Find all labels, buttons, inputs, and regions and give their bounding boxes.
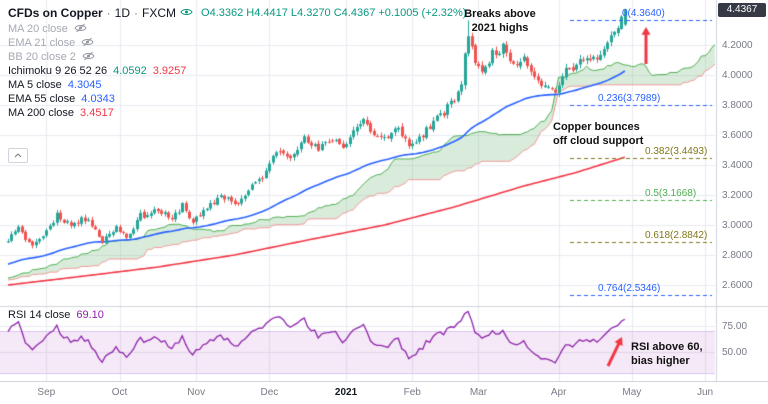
annotation-line: bias higher xyxy=(631,355,690,367)
eye-off-icon[interactable] xyxy=(74,23,87,36)
indicator-label: EMA 55 close xyxy=(8,93,76,105)
interval-label: 1D xyxy=(114,6,131,20)
indicator-legend-row[interactable]: MA 20 close xyxy=(8,22,466,36)
price-tick-label: 2.8000 xyxy=(722,250,753,261)
price-tick-label: 2.6000 xyxy=(722,280,753,291)
fib-level-label[interactable]: 0.382(3.4493) xyxy=(645,145,708,157)
indicator-label: EMA 21 close xyxy=(8,37,76,49)
indicator-value: 4.0592 xyxy=(113,65,147,77)
time-tick-label: Feb xyxy=(403,387,421,398)
separator: · xyxy=(134,6,139,20)
price-tick-label: 3.6000 xyxy=(722,130,753,141)
price-tick-label: 3.8000 xyxy=(722,100,753,111)
indicator-label: BB 20 close 2 xyxy=(8,51,76,63)
time-tick-label: Sep xyxy=(37,387,56,398)
separator: · xyxy=(106,6,111,20)
indicator-legend-row[interactable]: EMA 21 close xyxy=(8,36,466,50)
annotation-line: 2021 highs xyxy=(471,22,529,34)
time-tick-label: Dec xyxy=(260,387,279,398)
annotation-line: off cloud support xyxy=(553,135,644,147)
cloud-support-note[interactable]: Copper bounces off cloud support xyxy=(553,120,663,148)
indicator-label: Ichimoku 9 26 52 26 xyxy=(8,65,108,77)
time-tick-label: Apr xyxy=(550,387,567,398)
fib-level-label[interactable]: 0(4.3640) xyxy=(622,8,665,20)
rsi-note[interactable]: RSI above 60, bias higher xyxy=(631,340,721,368)
eye-off-icon[interactable] xyxy=(82,51,95,64)
indicator-value: 4.0343 xyxy=(81,93,115,105)
main-legend: CFDs on Copper · 1D · FXCM O4.3362 H4.44… xyxy=(8,4,466,120)
last-price-label: 4.4367 xyxy=(718,2,766,17)
price-tick-label: 4.0000 xyxy=(722,70,753,81)
time-tick-label: Mar xyxy=(469,387,488,398)
time-axis[interactable]: Sep Oct Nov Dec 2021 Feb Mar Apr May Jun xyxy=(0,381,768,404)
fib-level-label[interactable]: 0.764(2.5346) xyxy=(598,282,661,294)
breaks-above-note[interactable]: Breaks above 2021 highs xyxy=(452,7,548,35)
price-tick-label: 4.2000 xyxy=(722,40,753,51)
rsi-tick-label: 50.00 xyxy=(722,347,748,358)
price-tick-label: 3.2000 xyxy=(722,190,753,201)
fib-level-label[interactable]: 0.236(3.7989) xyxy=(598,93,661,105)
time-tick-label: 2021 xyxy=(334,387,358,398)
indicator-legend-row[interactable]: BB 20 close 2 xyxy=(8,50,466,64)
symbol-title: CFDs on Copper xyxy=(8,6,103,20)
time-tick-label: Jun xyxy=(696,387,714,398)
rsi-legend-row[interactable]: RSI 14 close 69.10 xyxy=(8,309,104,321)
indicator-value: 3.4517 xyxy=(80,107,114,119)
price-tick-label: 3.4000 xyxy=(722,160,753,171)
indicator-label: MA 200 close xyxy=(8,107,75,119)
exchange-label: FXCM xyxy=(142,6,177,20)
eye-off-icon[interactable] xyxy=(81,37,94,50)
indicator-legend-row[interactable]: Ichimoku 9 26 52 26 4.0592 3.9257 xyxy=(8,64,466,78)
ohlc-values: O4.3362 H4.4417 L4.3270 C4.4367 +0.1005 … xyxy=(201,7,467,19)
indicator-value: 3.9257 xyxy=(152,65,187,77)
fib-level-label[interactable]: 0.5(3.1668) xyxy=(645,187,697,199)
annotation-line: Copper bounces xyxy=(553,121,640,133)
indicator-legend: MA 20 close EMA 21 close BB 20 close 2 Ichi… xyxy=(8,22,466,120)
price-axis[interactable]: 4.4367 4.2000 4.0000 3.8000 3.6000 3.4000 3.2… xyxy=(716,0,768,381)
indicator-value: 4.3045 xyxy=(67,79,102,91)
time-tick-label: Oct xyxy=(111,387,128,398)
annotation-line: Breaks above xyxy=(464,8,536,20)
fib-level-label[interactable]: 0.618(2.8842) xyxy=(645,230,708,242)
time-tick-label: Nov xyxy=(187,387,206,398)
legend-collapse-button[interactable] xyxy=(8,148,28,163)
indicator-legend-row[interactable]: EMA 55 close 4.0343 xyxy=(8,92,466,106)
rsi-label: RSI 14 close xyxy=(8,309,71,321)
indicator-legend-row[interactable]: MA 5 close 4.3045 xyxy=(8,78,466,92)
eye-icon[interactable] xyxy=(180,6,193,20)
indicator-label: MA 5 close xyxy=(8,79,62,91)
symbol-legend-row[interactable]: CFDs on Copper · 1D · FXCM O4.3362 H4.44… xyxy=(8,4,466,22)
annotation-line: RSI above 60, xyxy=(631,341,703,353)
indicator-legend-row[interactable]: MA 200 close 3.4517 xyxy=(8,106,466,120)
indicator-label: MA 20 close xyxy=(8,23,68,35)
rsi-value: 69.10 xyxy=(76,309,104,321)
time-tick-label: May xyxy=(622,387,642,398)
price-tick-label: 3.0000 xyxy=(722,220,753,231)
rsi-tick-label: 75.00 xyxy=(722,321,748,332)
